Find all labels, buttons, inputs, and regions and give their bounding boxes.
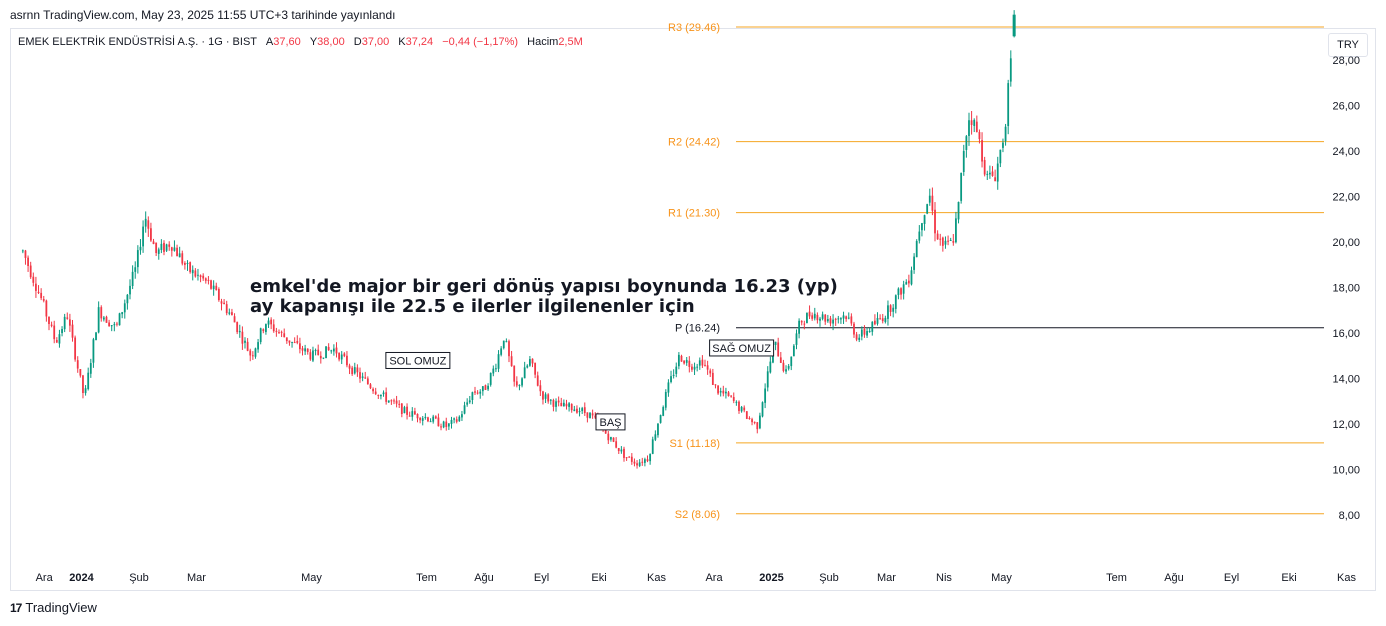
change-value: −0,44 (−1,17%) xyxy=(442,36,519,48)
close-label: K xyxy=(398,36,406,48)
currency-button[interactable]: TRY xyxy=(1328,33,1368,57)
close-value: 37,24 xyxy=(405,36,434,48)
symbol-legend: EMEK ELEKTRİK ENDÜSTRİSİ A.Ş. · 1G · BIS… xyxy=(18,36,583,48)
publisher-line: asrnn TradingView.com, May 23, 2025 11:5… xyxy=(10,8,396,22)
chart-frame xyxy=(10,28,1376,591)
annotation-line-2: ay kapanışı ile 22.5 e ilerler ilgilenen… xyxy=(250,296,695,317)
chart-annotation: emkel'de major bir geri dönüş yapısı boy… xyxy=(250,277,838,317)
low-label: D xyxy=(353,36,362,48)
tradingview-logo-icon: 17 xyxy=(10,600,22,615)
symbol-name: EMEK ELEKTRİK ENDÜSTRİSİ A.Ş. · 1G · BIS… xyxy=(18,36,257,48)
open-value: 37,60 xyxy=(273,36,301,48)
brand[interactable]: 17 TradingView xyxy=(10,600,97,615)
volume-value: 2,5M xyxy=(558,36,583,48)
open-label: A xyxy=(265,36,274,48)
annotation-line-1: emkel'de major bir geri dönüş yapısı boy… xyxy=(250,276,838,297)
low-value: 37,00 xyxy=(361,36,390,48)
high-value: 38,00 xyxy=(317,36,345,48)
brand-name: TradingView xyxy=(25,600,97,615)
volume-label: Hacim xyxy=(527,36,559,48)
high-label: Y xyxy=(309,36,318,48)
